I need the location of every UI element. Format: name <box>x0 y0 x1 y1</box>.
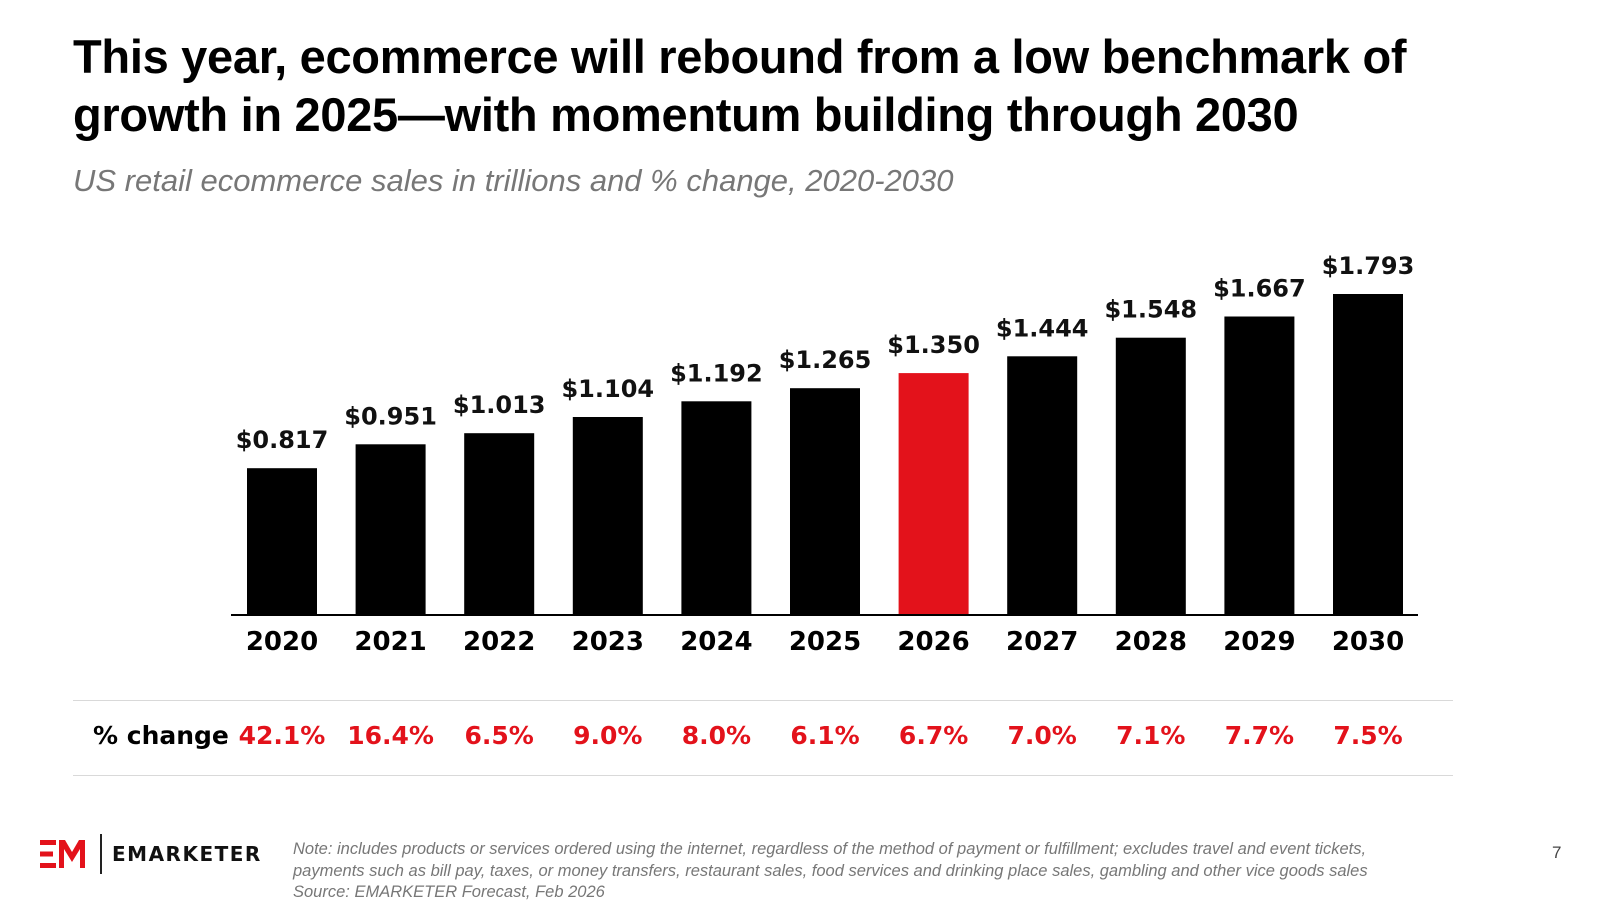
bars-group: $0.817 2020 $0.951 2021 $1.013 2022 $1.104 2023… <box>236 252 1415 657</box>
value-label-2027: $1.444 <box>996 314 1089 342</box>
note-line-1: Note: includes products or services orde… <box>293 840 1367 858</box>
chart-title: This year, ecommerce will rebound from a… <box>73 28 1553 144</box>
category-label-2030: 2030 <box>1332 627 1404 657</box>
bar-2022 <box>464 433 535 614</box>
footnote: Note: includes products or services orde… <box>293 839 1483 904</box>
bar-chart: $0.817 2020 $0.951 2021 $1.013 2022 $1.104 2023… <box>231 252 1418 657</box>
bar-2029 <box>1224 316 1295 614</box>
value-label-2022: $1.013 <box>453 391 546 419</box>
category-label-2028: 2028 <box>1115 627 1187 657</box>
category-label-2024: 2024 <box>680 627 752 657</box>
bar-2026 <box>898 373 969 614</box>
title-line-2: growth in 2025—with momentum building th… <box>73 88 1299 141</box>
pct-change-2020: 42.1% <box>238 721 326 750</box>
brand-name: EMARKETER <box>112 842 262 866</box>
em-logo-icon <box>40 840 86 868</box>
pct-change-2021: 16.4% <box>347 721 434 750</box>
value-label-2021: $0.951 <box>344 402 437 430</box>
value-label-2023: $1.104 <box>561 375 654 403</box>
bar-2024 <box>681 401 752 614</box>
logo-divider <box>100 834 102 874</box>
category-label-2026: 2026 <box>897 627 969 657</box>
title-line-1: This year, ecommerce will rebound from a… <box>73 30 1407 83</box>
emarketer-logo: EMARKETER <box>40 832 262 876</box>
value-label-2028: $1.548 <box>1104 296 1197 324</box>
value-label-2024: $1.192 <box>670 359 763 387</box>
value-label-2025: $1.265 <box>779 346 872 374</box>
page-number: 7 <box>1552 843 1562 862</box>
category-label-2020: 2020 <box>246 627 318 657</box>
pct-change-2027: 7.0% <box>1007 721 1077 750</box>
category-label-2023: 2023 <box>572 627 644 657</box>
category-label-2029: 2029 <box>1223 627 1295 657</box>
bar-2030 <box>1333 294 1403 614</box>
bar-2028 <box>1115 337 1186 614</box>
pct-row-top-rule <box>73 700 1453 701</box>
pct-change-2022: 6.5% <box>464 721 534 750</box>
value-label-2020: $0.817 <box>236 426 329 454</box>
value-label-2026: $1.350 <box>887 331 980 359</box>
pct-row-bottom-rule <box>73 775 1453 776</box>
pct-change-2028: 7.1% <box>1116 721 1186 750</box>
pct-change-2030: 7.5% <box>1333 721 1403 750</box>
pct-change-2029: 7.7% <box>1224 721 1295 750</box>
category-label-2022: 2022 <box>463 627 535 657</box>
bar-2020 <box>247 468 317 614</box>
category-label-2025: 2025 <box>789 627 861 657</box>
bar-2021 <box>355 444 426 614</box>
source-line: Source: EMARKETER Forecast, Feb 2026 <box>293 883 605 901</box>
pct-change-2025: 6.1% <box>790 721 860 750</box>
bar-2025 <box>790 388 860 614</box>
value-label-2029: $1.667 <box>1213 275 1306 303</box>
bar-2023 <box>572 417 643 614</box>
pct-change-row: % change 42.1% 16.4% 6.5% 9.0% 8.0% 6.1% 6.7% 7… <box>73 701 1453 773</box>
pct-change-2023: 9.0% <box>573 721 643 750</box>
category-label-2027: 2027 <box>1006 627 1078 657</box>
note-line-2: payments such as bill pay, taxes, or mon… <box>293 861 1368 880</box>
pct-change-header: % change <box>93 721 229 750</box>
value-label-2030: $1.793 <box>1322 252 1415 280</box>
pct-change-2026: 6.7% <box>898 721 969 750</box>
pct-change-2024: 8.0% <box>681 721 752 750</box>
bar-2027 <box>1007 356 1078 614</box>
chart-subtitle: US retail ecommerce sales in trillions a… <box>73 163 954 198</box>
category-label-2021: 2021 <box>354 627 426 657</box>
